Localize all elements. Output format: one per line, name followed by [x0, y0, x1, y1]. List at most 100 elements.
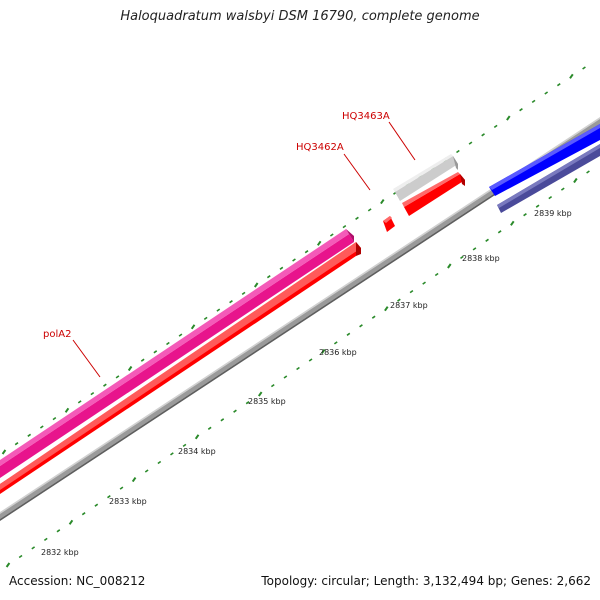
tick-mark: [229, 300, 233, 304]
tick-mark: [320, 348, 326, 354]
tick-mark: [497, 230, 502, 234]
tick-mark: [216, 308, 221, 312]
genome-backbone: [0, 117, 600, 521]
gene-red-right-bar[interactable]: [402, 172, 465, 216]
tick-mark: [1, 449, 7, 455]
tick-mark: [127, 365, 133, 372]
scale-label: 2837 kbp: [390, 301, 428, 310]
tick-mark: [178, 333, 183, 337]
tick-mark: [586, 170, 590, 174]
tick-mark: [434, 272, 439, 277]
tick-mark: [544, 91, 549, 95]
scale-label: 2832 kbp: [41, 548, 79, 557]
tick-mark: [506, 115, 511, 121]
tick-mark: [68, 519, 74, 525]
tick-mark: [115, 375, 120, 379]
gene-polA2-bar[interactable]: [0, 229, 354, 478]
tick-mark: [296, 366, 300, 371]
tick-mark: [308, 358, 313, 362]
gene-label-HQ3463A[interactable]: HQ3463A: [342, 111, 390, 122]
tick-mark: [190, 324, 196, 330]
tick-mark: [556, 83, 561, 87]
tick-mark: [27, 433, 32, 437]
polA2-leader-line: [72, 339, 101, 378]
tick-mark: [241, 291, 246, 296]
tick-mark: [170, 452, 174, 456]
tick-mark: [329, 233, 334, 237]
tick-mark: [481, 133, 485, 137]
tick-mark: [371, 315, 376, 319]
tick-mark: [119, 486, 124, 490]
tick-mark: [39, 425, 44, 429]
tick-mark: [560, 187, 565, 191]
gene-red-long-bar[interactable]: [0, 242, 361, 494]
tick-mark: [233, 409, 237, 413]
tick-mark: [422, 281, 426, 285]
gene-HQ3462A-bar[interactable]: [383, 216, 395, 232]
gene-label-HQ3462A[interactable]: HQ3462A: [296, 142, 344, 153]
tick-mark: [131, 477, 137, 483]
tick-mark: [283, 375, 288, 379]
scale-label: 2834 kbp: [178, 447, 216, 456]
tick-mark: [380, 199, 385, 205]
tick-mark: [157, 460, 162, 465]
tick-mark: [194, 434, 200, 440]
tick-mark: [519, 108, 523, 112]
gene-blue-bar[interactable]: [489, 124, 600, 196]
gene-HQ3463A-bar[interactable]: [393, 154, 458, 201]
tick-mark: [384, 306, 389, 312]
tick-mark: [582, 66, 586, 70]
HQ3463A-leader-line: [388, 121, 416, 161]
scale-label: 2839 kbp: [534, 209, 572, 218]
tick-mark: [220, 418, 225, 422]
tick-mark: [355, 216, 359, 220]
tick-mark: [153, 350, 158, 354]
gene-label-polA2[interactable]: polA2: [43, 329, 71, 340]
genome-summary-text: Topology: circular; Length: 3,132,494 bp…: [261, 574, 591, 588]
tick-mark: [144, 469, 149, 473]
tick-mark: [5, 562, 11, 568]
tick-mark: [456, 149, 460, 154]
tick-mark: [569, 73, 574, 79]
tick-mark: [531, 99, 536, 104]
tick-mark: [493, 124, 498, 129]
tick-mark: [447, 263, 452, 269]
tick-mark: [548, 195, 553, 200]
scale-label: 2836 kbp: [319, 348, 357, 357]
tick-mark: [90, 391, 95, 396]
tick-mark: [140, 358, 145, 362]
tick-mark: [510, 220, 515, 226]
tick-mark: [182, 443, 187, 448]
tick-mark: [346, 332, 351, 336]
tick-mark: [52, 416, 57, 421]
tick-mark: [107, 495, 111, 499]
tick-mark: [18, 554, 23, 559]
scale-label: 2838 kbp: [462, 254, 500, 263]
tick-row-inner: [5, 170, 590, 568]
tick-mark: [409, 289, 414, 294]
tick-mark: [304, 250, 309, 254]
tick-mark: [257, 391, 263, 397]
tick-mark: [460, 255, 464, 260]
scale-label: 2833 kbp: [109, 497, 147, 506]
scale-labels: 2832 kbp 2833 kbp 2834 kbp 2835 kbp 2836…: [41, 209, 572, 557]
scale-label: 2835 kbp: [248, 397, 286, 406]
HQ3462A-leader-line: [343, 153, 371, 191]
tick-mark: [64, 407, 70, 413]
gene-purple-bar[interactable]: [497, 144, 600, 213]
tick-mark: [279, 266, 284, 270]
tick-mark: [523, 213, 527, 217]
tick-mark: [43, 537, 48, 542]
tick-mark: [56, 529, 61, 533]
tick-mark: [535, 204, 540, 208]
tick-mark: [253, 282, 259, 288]
tick-mark: [468, 141, 473, 145]
accession-text: Accession: NC_008212: [9, 574, 146, 588]
tick-mark: [77, 400, 82, 404]
map-title: Haloquadratum walsbyi DSM 16790, complet…: [120, 9, 480, 24]
tick-mark: [397, 298, 401, 302]
tick-mark: [342, 224, 347, 229]
tick-mark: [573, 177, 578, 184]
